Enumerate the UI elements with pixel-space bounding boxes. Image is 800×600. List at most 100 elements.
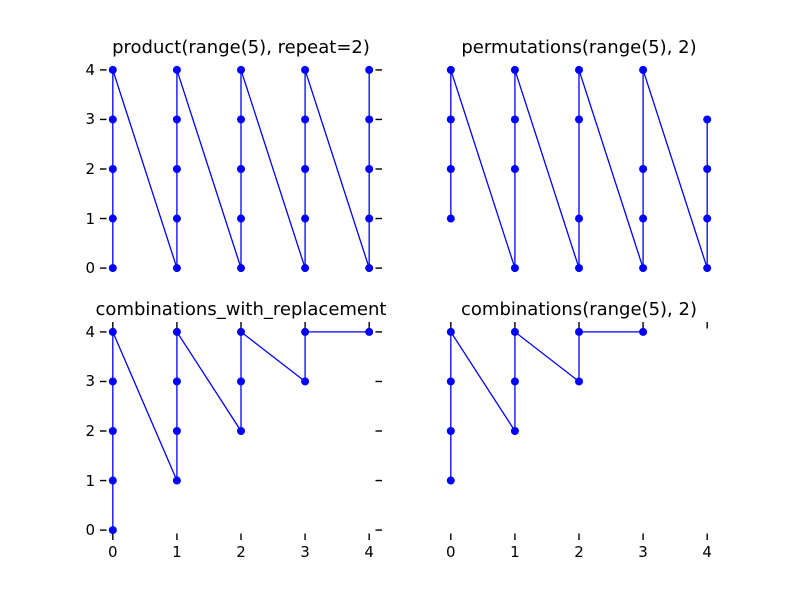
combinations-plot-svg xyxy=(446,322,708,540)
data-point-marker xyxy=(365,165,374,173)
data-point-marker xyxy=(108,264,117,273)
y-tick-label: 2 xyxy=(85,422,95,440)
data-point-marker xyxy=(108,115,117,124)
data-point-marker xyxy=(301,377,310,386)
x-tick-label: 0 xyxy=(446,543,456,561)
series-line xyxy=(450,329,644,481)
data-point-marker xyxy=(237,427,245,435)
data-point-marker xyxy=(172,427,181,435)
data-point-marker xyxy=(172,264,181,273)
data-point-marker xyxy=(301,214,310,223)
data-point-marker xyxy=(237,65,245,74)
y-tick-label: 4 xyxy=(85,322,95,341)
data-point-marker xyxy=(172,476,181,485)
y-tick-label: 1 xyxy=(85,471,95,490)
data-point-marker xyxy=(237,214,245,223)
data-point-marker xyxy=(365,115,374,124)
data-point-marker xyxy=(301,264,310,273)
data-point-marker xyxy=(108,165,117,173)
data-point-marker xyxy=(446,377,455,386)
data-point-marker xyxy=(510,327,519,336)
data-point-marker xyxy=(365,214,374,223)
data-point-marker xyxy=(703,264,712,273)
data-point-marker xyxy=(575,264,583,273)
data-point-marker xyxy=(172,327,181,336)
y-tick-label: 2 xyxy=(85,160,95,178)
plot-title-permutations: permutations(range(5), 2) xyxy=(461,37,697,58)
data-point-marker xyxy=(108,377,117,386)
data-point-marker xyxy=(575,327,583,336)
data-point-marker xyxy=(703,165,712,173)
data-point-marker xyxy=(510,65,519,74)
data-point-marker xyxy=(510,377,519,386)
data-point-marker xyxy=(446,476,455,485)
data-point-marker xyxy=(301,115,310,124)
x-tick-label: 2 xyxy=(236,543,246,561)
data-point-marker xyxy=(703,115,712,124)
x-tick-label: 3 xyxy=(300,543,310,561)
data-point-marker xyxy=(446,115,455,124)
data-point-marker xyxy=(639,264,648,273)
data-point-marker xyxy=(446,65,455,74)
data-point-marker xyxy=(108,65,117,74)
x-tick-label: 0 xyxy=(108,543,118,561)
plot-title-combinations-with-replacement: combinations_with_replacement xyxy=(95,299,387,320)
product-plot-svg xyxy=(100,65,382,273)
data-point-marker xyxy=(172,115,181,124)
subplot-combinations: combinations(range(5), 2) 0 1 2 3 4 xyxy=(438,299,720,561)
data-point-marker xyxy=(301,65,310,74)
y-tick-label: 3 xyxy=(85,110,95,129)
data-point-marker xyxy=(301,165,310,173)
data-point-marker xyxy=(301,327,310,336)
x-tick-label: 2 xyxy=(574,543,584,561)
x-tick-label: 1 xyxy=(172,543,182,561)
y-tick-label: 0 xyxy=(85,259,95,278)
data-point-marker xyxy=(237,264,245,273)
data-point-marker xyxy=(108,427,117,435)
y-tick-label: 4 xyxy=(85,60,95,79)
data-point-marker xyxy=(446,214,455,223)
permutations-plot-svg xyxy=(446,65,712,273)
data-point-marker xyxy=(446,427,455,435)
data-point-marker xyxy=(237,165,245,173)
data-point-marker xyxy=(446,165,455,173)
data-point-marker xyxy=(237,327,245,336)
data-point-marker xyxy=(639,65,648,74)
data-point-marker xyxy=(172,165,181,173)
x-tick-label: 3 xyxy=(638,543,648,561)
data-point-marker xyxy=(172,377,181,386)
y-tick-label: 1 xyxy=(85,209,95,228)
data-point-marker xyxy=(703,214,712,223)
data-point-marker xyxy=(575,115,583,124)
data-point-marker xyxy=(365,327,374,336)
data-point-marker xyxy=(172,65,181,74)
subplot-permutations: permutations(range(5), 2) xyxy=(438,37,720,278)
data-point-marker xyxy=(575,65,583,74)
data-point-marker xyxy=(108,476,117,485)
data-point-marker xyxy=(108,526,117,535)
data-point-marker xyxy=(639,165,648,173)
data-point-marker xyxy=(172,214,181,223)
data-point-marker xyxy=(365,264,374,273)
x-tick-label: 1 xyxy=(510,543,520,561)
y-tick-label: 3 xyxy=(85,372,95,391)
x-tick-label: 4 xyxy=(702,543,712,561)
data-point-marker xyxy=(446,327,455,336)
series-line xyxy=(450,69,708,269)
data-point-marker xyxy=(237,377,245,386)
subplot-product: product(range(5), repeat=2) 0 1 2 3 4 xyxy=(85,37,382,278)
y-tick-label: 0 xyxy=(85,521,95,540)
data-point-marker xyxy=(108,327,117,336)
plot-title-combinations: combinations(range(5), 2) xyxy=(461,299,697,320)
plot-title-product: product(range(5), repeat=2) xyxy=(112,37,370,58)
x-tick-label: 4 xyxy=(364,543,374,561)
data-point-marker xyxy=(639,214,648,223)
data-point-marker xyxy=(510,264,519,273)
combinations-with-replacement-plot-svg xyxy=(100,322,382,540)
data-point-marker xyxy=(575,377,583,386)
subplot-combinations-with-replacement: combinations_with_replacement 0 1 2 3 4 0 1 2 3 4 xyxy=(85,299,386,561)
data-point-marker xyxy=(510,427,519,435)
data-point-marker xyxy=(575,214,583,223)
data-point-marker xyxy=(510,165,519,173)
